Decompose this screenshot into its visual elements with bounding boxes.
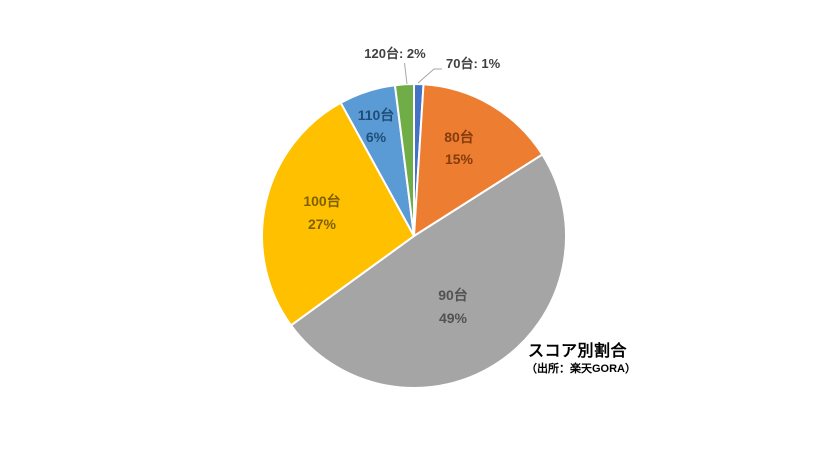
callout-label-120: 120台: 2%: [364, 46, 426, 61]
chart-source-note: （出所：楽天GORA）: [526, 363, 636, 375]
slice-label-80: 80台 15%: [444, 129, 474, 167]
pie-slice-90: [290, 153, 567, 390]
pie-slice-100: [261, 101, 415, 327]
chart-title: スコア別割合: [528, 343, 628, 360]
pie-slices: [261, 83, 567, 390]
slice-label-110: 110台 6%: [358, 107, 395, 145]
callout-label-70: 70台: 1%: [446, 56, 501, 71]
slice-label-100: 100台 27%: [303, 193, 340, 232]
leader-lines: [404, 62, 442, 85]
leader-line-70: [417, 68, 442, 84]
pie-slice-80: [413, 83, 544, 237]
leader-line-120: [404, 62, 408, 85]
slice-labels: 70台: 1% 80台 15% 90台 49% 100台 27% 110台 6% 120台: 2%: [303, 46, 500, 326]
pie-slice-120: [393, 83, 415, 237]
slice-label-90: 90台 49%: [438, 287, 468, 326]
